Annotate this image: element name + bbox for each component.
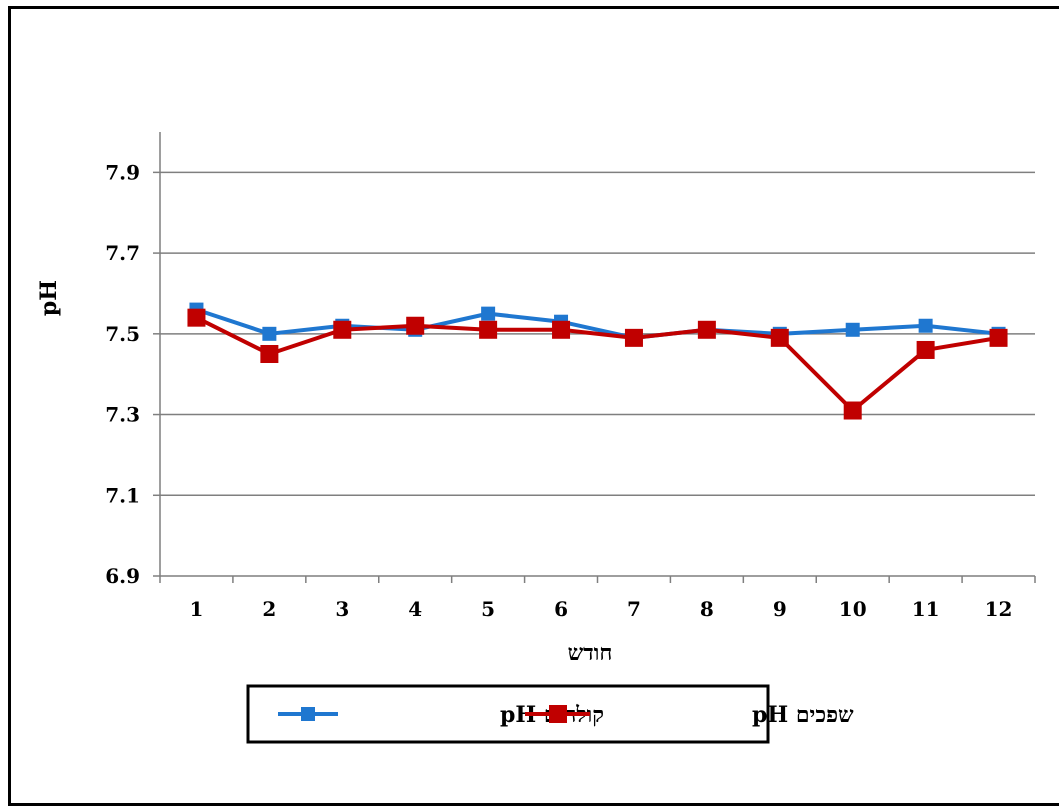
chart-frame (8, 6, 1059, 806)
y-axis-title: pH (36, 280, 62, 316)
legend-label-1: שפכים pH (752, 702, 854, 728)
series-1-point-4 (479, 320, 498, 339)
y-tick-label-3: 7.5 (105, 322, 140, 346)
series-1-point-7 (697, 320, 716, 339)
x-tick-label-5: 6 (554, 597, 568, 621)
x-tick-labels: 1 2 3 4 5 6 7 8 9 10 11 12 (189, 597, 1012, 621)
series-1-point-9 (843, 401, 862, 420)
y-tick-label-2: 7.3 (105, 403, 140, 427)
y-tick-label-1: 7.1 (105, 483, 140, 507)
series-lines (187, 302, 1008, 420)
legend-swatch-marker-0 (301, 707, 315, 721)
series-line-1 (195, 315, 999, 413)
x-tick-label-3: 4 (408, 597, 422, 621)
y-tick-label-5: 7.9 (105, 160, 140, 184)
series-1-point-2 (333, 320, 352, 339)
x-tick-label-1: 2 (262, 597, 276, 621)
series-0-point-10 (918, 318, 933, 333)
x-tick-label-9: 10 (839, 597, 867, 621)
series-1-point-3 (406, 316, 425, 335)
series-1-point-6 (624, 328, 643, 347)
x-tick-label-4: 5 (481, 597, 495, 621)
x-tick-label-10: 11 (912, 597, 940, 621)
x-tick-label-11: 12 (985, 597, 1013, 621)
series-1-point-10 (916, 340, 935, 359)
x-tick-label-8: 9 (773, 597, 787, 621)
series-0-point-4 (481, 306, 496, 321)
y-tick-label-4: 7.7 (105, 241, 140, 265)
y-tick-label-0: 6.9 (105, 564, 140, 588)
y-tick-labels: 6.9 7.1 7.3 7.5 7.7 7.9 (105, 160, 140, 588)
series-line-0 (195, 307, 999, 340)
series-1-point-5 (552, 320, 571, 339)
series-0-point-9 (845, 322, 860, 337)
x-tick-label-0: 1 (189, 597, 203, 621)
x-tick-label-2: 3 (335, 597, 349, 621)
series-1-point-8 (770, 328, 789, 347)
legend-swatch-marker-1 (549, 705, 567, 723)
series-1-point-11 (989, 328, 1008, 347)
x-axis-title: חודש (568, 640, 613, 666)
x-tick-label-7: 8 (700, 597, 714, 621)
series-0-point-1 (262, 326, 277, 341)
series-1-point-1 (260, 345, 279, 363)
x-tick-label-6: 7 (627, 597, 641, 621)
ph-line-chart: 6.97.17.37.57.77.9 1 2 3 4 5 6 7 8 9 10 11 12 pH חו… (36, 132, 1036, 744)
axes (153, 132, 1036, 583)
legend: קולחים pH שפכים pH (246, 684, 854, 744)
series-1-point-0 (187, 308, 206, 327)
